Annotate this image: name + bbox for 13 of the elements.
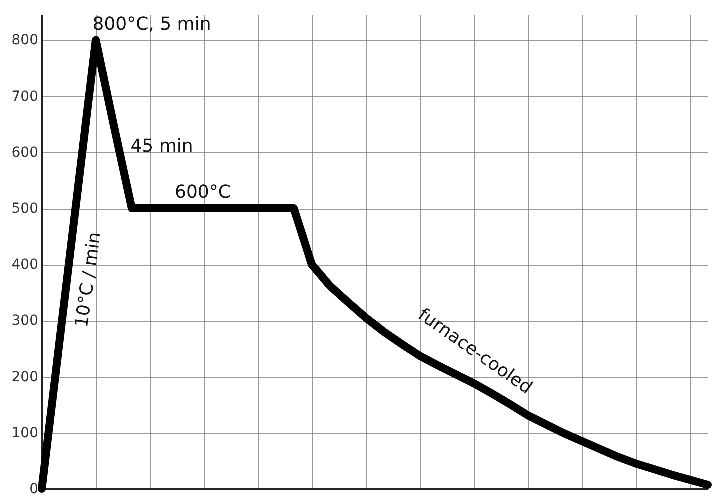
y-tick-label: 400 bbox=[12, 257, 38, 274]
y-tick-label: 100 bbox=[12, 425, 38, 442]
annotation: 45 min bbox=[130, 136, 194, 157]
y-tick-label: 500 bbox=[12, 201, 38, 218]
y-tick-label: 200 bbox=[12, 369, 38, 386]
y-tick-label: 300 bbox=[12, 313, 38, 330]
y-tick-label: 0 bbox=[30, 482, 38, 498]
y-tick-label: 700 bbox=[12, 88, 38, 105]
annotation: 10°C / min bbox=[71, 230, 106, 329]
y-tick-label: 600 bbox=[12, 144, 38, 161]
annotation: 600°C bbox=[175, 182, 231, 203]
y-tick-label: 800 bbox=[12, 32, 38, 49]
annotation: 800°C, 5 min bbox=[92, 14, 212, 35]
